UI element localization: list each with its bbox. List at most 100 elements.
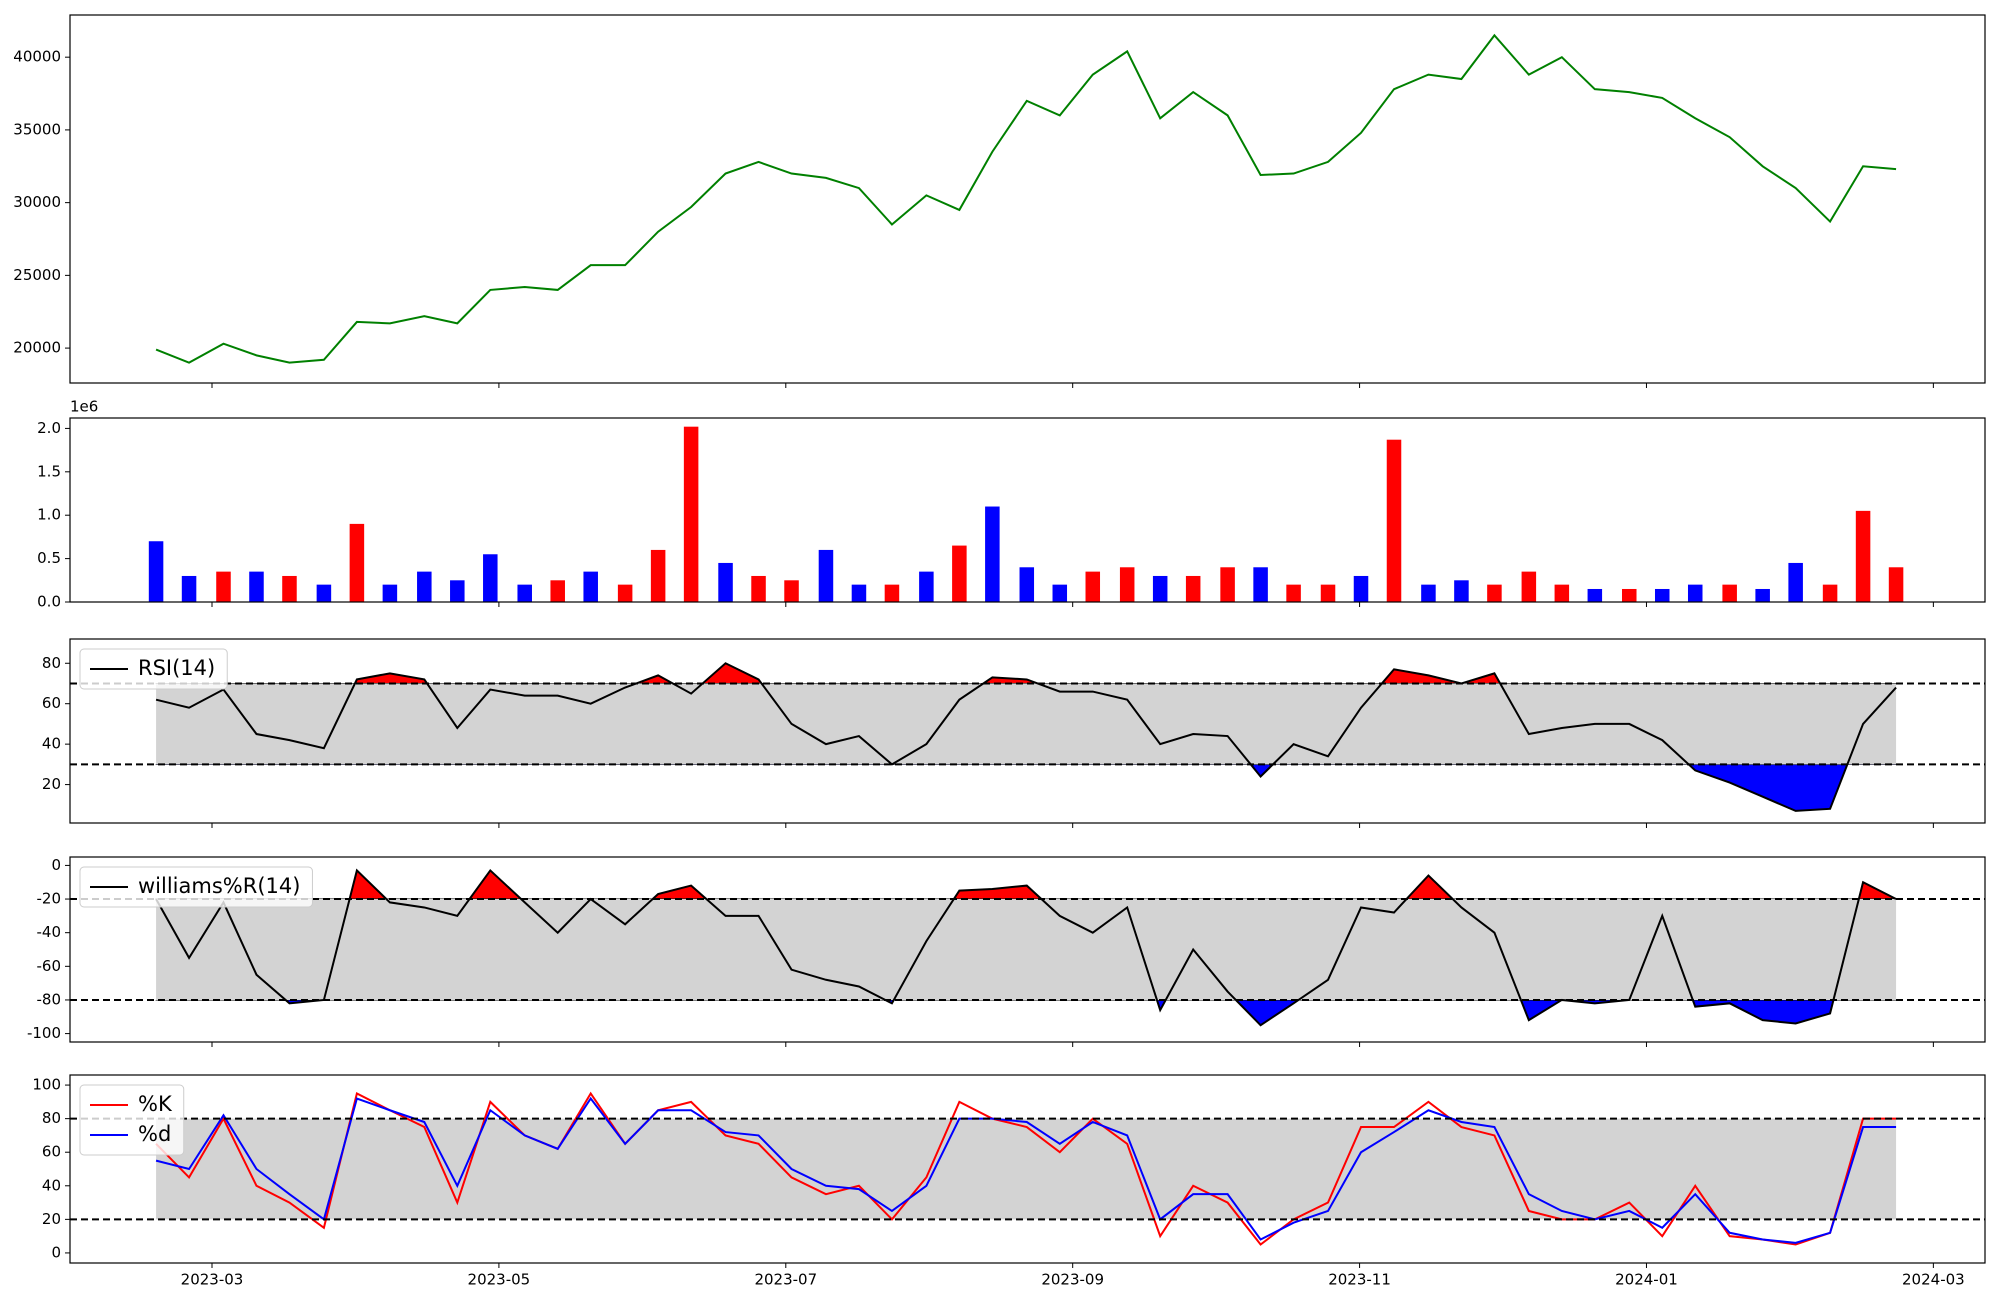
y-tick-label: 0.0	[37, 593, 61, 611]
volume-bar	[1454, 580, 1469, 602]
legend-label: williams%R(14)	[138, 874, 300, 898]
volume-bar	[1085, 571, 1101, 602]
y-tick-label: 0	[51, 856, 61, 874]
volume-bar	[1822, 584, 1838, 602]
volume-bar	[1788, 562, 1803, 602]
volume-bar	[1521, 571, 1537, 602]
volume-bar	[683, 426, 699, 602]
volume-bar	[884, 584, 900, 602]
volume-bar	[1119, 567, 1135, 602]
legend-box	[79, 1084, 185, 1156]
volume-bar	[985, 506, 1000, 602]
volume-bar	[1755, 588, 1770, 602]
volume-bar	[1253, 567, 1268, 602]
legend: RSI(14)	[79, 648, 228, 690]
legend-label: %d	[138, 1122, 171, 1146]
x-tick-label: 2023-07	[754, 1271, 817, 1289]
y-tick-label: 40	[42, 735, 61, 753]
panel: -100 -80 -60 -40 -20 0 williams%R(14)	[27, 856, 1986, 1047]
volume-bar	[751, 575, 766, 602]
y-tick-label: 0	[51, 1243, 61, 1261]
panel: 0.0 0.5 1.0 1.5 2.0 1e6	[37, 398, 1986, 611]
volume-bar	[148, 541, 164, 602]
volume-bar	[316, 584, 332, 602]
volume-bar	[349, 523, 365, 602]
volume-bar	[784, 580, 799, 602]
y-tick-label: 2.0	[37, 419, 61, 437]
series-line	[155, 33, 1897, 364]
panel: 0 20 40 60 80 100 2023-03 2023-05 2023-07 2023-09…	[32, 1074, 1986, 1289]
volume-bar	[1654, 588, 1670, 602]
legend-box	[79, 648, 228, 690]
y-tick-label: 35000	[13, 120, 61, 138]
legend: williams%R(14)	[79, 866, 313, 908]
y-tick-label: -20	[37, 890, 62, 908]
y-tick-label: 0.5	[37, 549, 61, 567]
volume-bar	[952, 545, 967, 602]
y-tick-label: 60	[42, 694, 61, 712]
volume-bar	[1019, 567, 1035, 602]
neutral-band	[156, 1118, 1897, 1220]
y-tick-label: 40	[42, 1176, 61, 1194]
panel: 20000 25000 30000 35000 40000	[13, 14, 1986, 388]
overbought-fill	[155, 869, 1897, 900]
volume-bar	[1888, 567, 1904, 602]
volume-bar	[382, 584, 398, 602]
volume-bar	[550, 580, 565, 602]
oversold-fill	[155, 999, 1897, 1026]
volume-bar	[1152, 575, 1168, 602]
volume-bar	[1587, 588, 1603, 602]
panel: 20 40 60 80 RSI(14)	[42, 638, 1986, 828]
volume-bar	[1353, 575, 1369, 602]
series-line	[155, 1091, 1897, 1246]
volume-bar	[1855, 510, 1871, 602]
series-line	[155, 662, 1897, 812]
volume-bar	[1554, 584, 1570, 602]
volume-bar	[650, 549, 666, 602]
y-tick-label: 80	[42, 654, 61, 672]
volume-bar	[483, 554, 498, 602]
y-tick-label: 30000	[13, 193, 61, 211]
y-tick-label: -40	[37, 923, 62, 941]
volume-bar	[718, 562, 733, 602]
legend-box	[79, 866, 313, 908]
legend: %K %d	[79, 1084, 185, 1156]
volume-bar	[1185, 575, 1201, 602]
axes-frame	[69, 1074, 1986, 1264]
volume-bar	[919, 571, 934, 602]
volume-bar	[1621, 588, 1637, 602]
volume-bar	[282, 575, 297, 602]
y-tick-label: 40000	[13, 48, 61, 66]
x-tick-label: 2024-03	[1902, 1271, 1965, 1289]
overbought-fill	[155, 662, 1897, 684]
neutral-band	[156, 899, 1897, 1000]
volume-bar	[617, 584, 633, 602]
y-tick-label: 20	[42, 1210, 61, 1228]
y-tick-label: 1.5	[37, 462, 61, 480]
volume-bar	[1687, 584, 1703, 602]
volume-bar	[181, 575, 197, 602]
volume-bar	[1220, 567, 1235, 602]
series-line	[155, 1096, 1897, 1244]
volume-bar	[249, 571, 264, 602]
volume-bar	[1722, 584, 1737, 602]
volume-bar	[517, 584, 532, 602]
legend-label: RSI(14)	[138, 656, 215, 680]
y-tick-label: 1.0	[37, 506, 61, 524]
y-tick-label: 25000	[13, 266, 61, 284]
volume-bar	[1386, 439, 1402, 602]
y-tick-label: 80	[42, 1109, 61, 1127]
y-tick-label: -80	[37, 990, 62, 1008]
y-tick-label: 60	[42, 1143, 61, 1161]
volume-bar	[1421, 584, 1436, 602]
y-tick-label: 20	[42, 775, 61, 793]
y-tick-label: -100	[27, 1024, 61, 1042]
y-tick-label: 20000	[13, 339, 61, 357]
volume-bar	[1487, 584, 1502, 602]
volume-bar	[1052, 584, 1068, 602]
volume-bar	[1286, 584, 1301, 602]
volume-bar	[1320, 584, 1336, 602]
volume-bar	[851, 584, 867, 602]
x-tick-label: 2023-05	[468, 1271, 531, 1289]
axes-frame	[69, 638, 1986, 824]
